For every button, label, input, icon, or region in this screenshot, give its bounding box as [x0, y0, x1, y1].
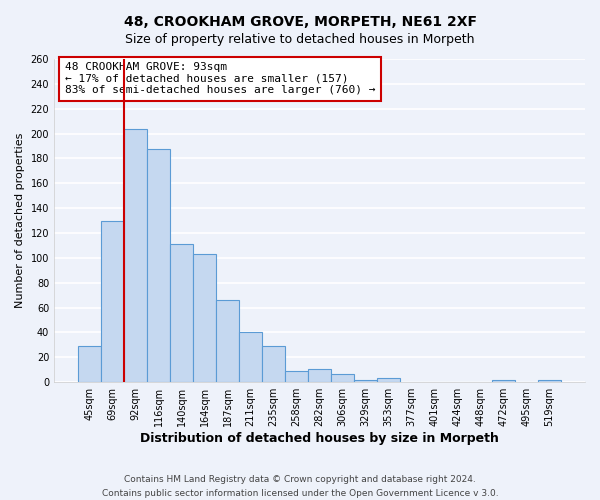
- Bar: [377, 378, 400, 382]
- Bar: [101, 220, 124, 382]
- Bar: [170, 244, 193, 382]
- Bar: [193, 254, 216, 382]
- Bar: [262, 346, 285, 382]
- Bar: [331, 374, 354, 382]
- Bar: [308, 368, 331, 382]
- Bar: [239, 332, 262, 382]
- Bar: [354, 380, 377, 382]
- Bar: [216, 300, 239, 382]
- Bar: [78, 346, 101, 382]
- Bar: [124, 128, 147, 382]
- Bar: [492, 380, 515, 382]
- Text: Size of property relative to detached houses in Morpeth: Size of property relative to detached ho…: [125, 32, 475, 46]
- X-axis label: Distribution of detached houses by size in Morpeth: Distribution of detached houses by size …: [140, 432, 499, 445]
- Text: Contains HM Land Registry data © Crown copyright and database right 2024.
Contai: Contains HM Land Registry data © Crown c…: [101, 476, 499, 498]
- Y-axis label: Number of detached properties: Number of detached properties: [15, 133, 25, 308]
- Text: 48, CROOKHAM GROVE, MORPETH, NE61 2XF: 48, CROOKHAM GROVE, MORPETH, NE61 2XF: [124, 15, 476, 29]
- Bar: [285, 371, 308, 382]
- Text: 48 CROOKHAM GROVE: 93sqm
← 17% of detached houses are smaller (157)
83% of semi-: 48 CROOKHAM GROVE: 93sqm ← 17% of detach…: [65, 62, 375, 96]
- Bar: [538, 380, 561, 382]
- Bar: [147, 148, 170, 382]
